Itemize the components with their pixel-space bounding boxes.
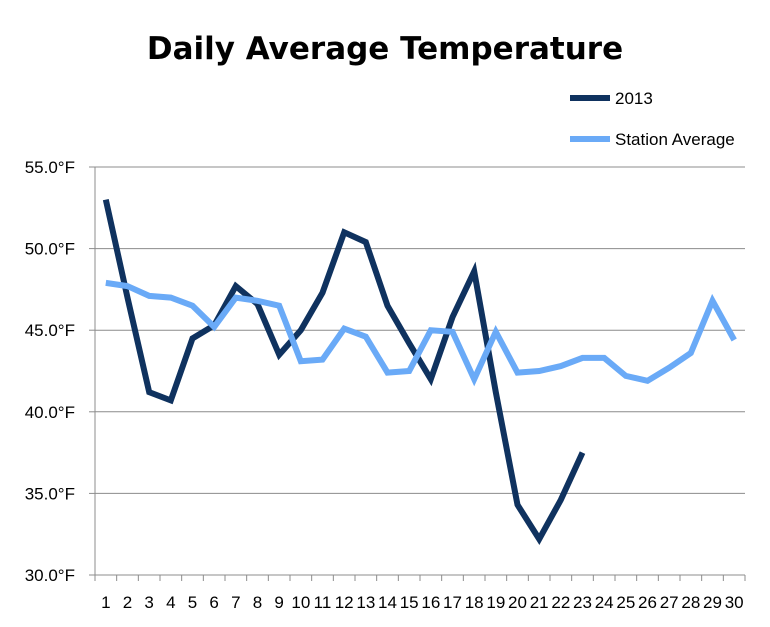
- chart-title: Daily Average Temperature: [147, 31, 623, 67]
- x-tick-label: 25: [616, 593, 635, 612]
- x-tick-label: 9: [274, 593, 283, 612]
- x-tick-label: 30: [725, 593, 744, 612]
- x-tick-label: 17: [443, 593, 462, 612]
- series-lines: [102, 198, 737, 545]
- x-tick-label: 24: [595, 593, 614, 612]
- x-tick-label: 15: [400, 593, 419, 612]
- x-tick-label: 6: [209, 593, 218, 612]
- x-tick-label: 16: [421, 593, 440, 612]
- y-tick-label: 40.0°F: [25, 403, 75, 422]
- series-line: [102, 198, 586, 545]
- y-tick-label: 30.0°F: [25, 566, 75, 585]
- x-tick-label: 26: [638, 593, 657, 612]
- x-tick-label: 7: [231, 593, 240, 612]
- series-line: [105, 279, 737, 387]
- gridlines: [95, 166, 745, 494]
- y-tick-label: 45.0°F: [25, 321, 75, 340]
- x-tick-label: 27: [660, 593, 679, 612]
- x-tick-label: 14: [378, 593, 397, 612]
- x-tick-label: 28: [681, 593, 700, 612]
- legend: 2013 Station Average: [570, 89, 735, 149]
- axes: 30.0°F35.0°F40.0°F45.0°F50.0°F55.0°F1 2 3 4…: [25, 158, 746, 612]
- legend-label-station-average: Station Average: [615, 130, 735, 149]
- x-tick-label: 11: [314, 593, 332, 612]
- x-tick-label: 23: [573, 593, 592, 612]
- x-tick-label: 2: [123, 593, 132, 612]
- legend-item-station-average: Station Average: [570, 130, 735, 149]
- y-tick-label: 50.0°F: [25, 240, 75, 259]
- x-tick-label: 4: [166, 593, 175, 612]
- y-tick-label: 55.0°F: [25, 158, 75, 177]
- x-tick-label: 21: [530, 593, 549, 612]
- x-tick-label: 8: [253, 593, 262, 612]
- x-tick-label: 20: [508, 593, 527, 612]
- x-tick-label: 3: [144, 593, 153, 612]
- x-tick-label: 5: [188, 593, 197, 612]
- x-tick-label: 10: [291, 593, 310, 612]
- legend-label-2013: 2013: [615, 89, 653, 108]
- legend-item-2013: 2013: [570, 89, 653, 108]
- series-station-average: [105, 279, 737, 387]
- x-tick-label: 22: [551, 593, 570, 612]
- y-tick-label: 35.0°F: [25, 484, 75, 503]
- x-tick-label: 13: [356, 593, 375, 612]
- series-2013: [102, 198, 586, 545]
- x-tick-label: 1: [101, 593, 110, 612]
- x-tick-label: 12: [335, 593, 354, 612]
- x-tick-label: 29: [703, 593, 722, 612]
- x-tick-label: 18: [465, 593, 484, 612]
- x-tick-label: 19: [486, 593, 505, 612]
